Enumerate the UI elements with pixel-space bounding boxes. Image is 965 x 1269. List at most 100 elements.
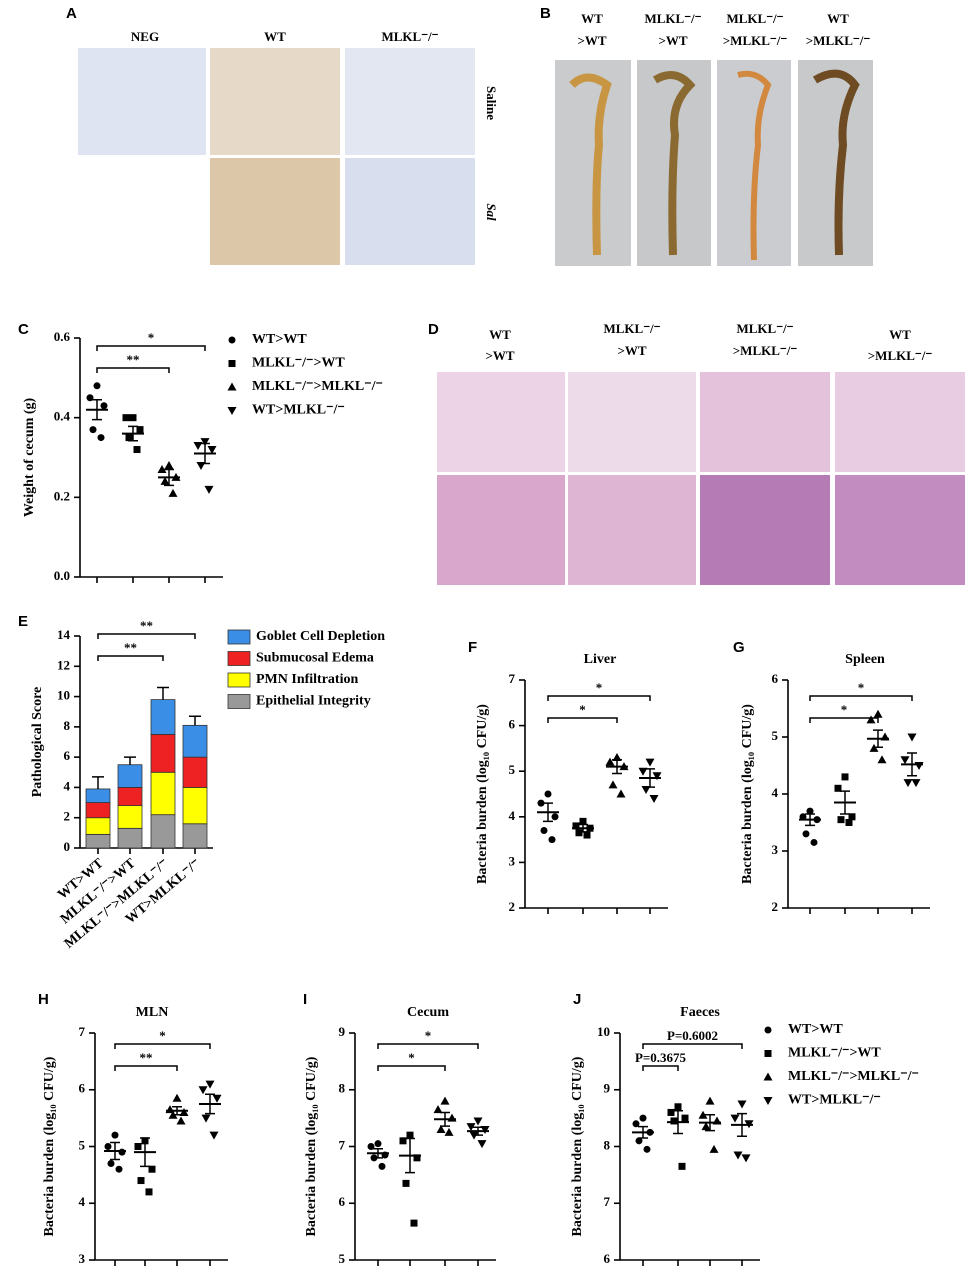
significance-bracket	[642, 1043, 743, 1049]
bar-segment	[182, 724, 208, 758]
y-tick-label: 5	[79, 1137, 86, 1152]
column-label: >WT	[485, 348, 514, 363]
data-point	[837, 816, 845, 824]
error-bar	[200, 442, 210, 465]
significance-label: *	[425, 1028, 432, 1043]
legend-label: MLKL⁻/⁻>MLKL⁻/⁻	[788, 1069, 919, 1084]
data-point	[674, 1103, 682, 1111]
error-bar	[473, 1126, 483, 1136]
y-tick-label: 10	[57, 688, 70, 703]
data-point	[207, 446, 217, 455]
row-label: Saline	[484, 86, 499, 120]
data-point	[410, 1219, 418, 1227]
micrograph	[345, 158, 475, 265]
legend-marker	[227, 407, 237, 415]
data-point	[649, 795, 659, 804]
column-label: MLKL⁻/⁻	[736, 321, 793, 336]
legend-label: WT>MLKL⁻/⁻	[252, 403, 345, 418]
column-label: >WT	[577, 33, 606, 48]
legend-label: PMN Infiltration	[256, 672, 358, 687]
column-label: >MLKL⁻/⁻	[733, 343, 798, 358]
panel-letter: E	[18, 613, 28, 630]
data-point	[616, 789, 626, 798]
legend-label: MLKL⁻/⁻>WT	[788, 1046, 881, 1061]
data-point	[608, 780, 618, 789]
significance-label: P=0.6002	[667, 1028, 718, 1043]
data-point	[399, 1137, 407, 1145]
data-point	[137, 1177, 145, 1185]
column-label: MLKL⁻/⁻	[381, 29, 438, 44]
chart-title: MLN	[136, 1005, 169, 1020]
error-bar	[405, 1137, 415, 1174]
error-bar	[205, 1093, 215, 1115]
micrograph	[78, 48, 206, 155]
column-label: >MLKL⁻/⁻	[868, 348, 933, 363]
data-point	[104, 1143, 112, 1150]
error-bar	[638, 1125, 648, 1139]
significance-label: *	[579, 702, 586, 717]
bar-segment	[117, 764, 143, 788]
data-point	[907, 733, 917, 742]
data-point	[635, 1137, 643, 1145]
y-tick-label: 2	[509, 899, 516, 914]
panel-letter: F	[468, 639, 477, 656]
y-tick-label: 9	[339, 1024, 346, 1039]
bar-segment	[182, 756, 208, 788]
data-point	[548, 836, 556, 844]
column-label: >WT	[658, 33, 687, 48]
data-point	[444, 1127, 454, 1136]
error-bar	[440, 1111, 450, 1127]
y-axis-label: Bacteria burden (log₁₀ CFU/g)	[570, 1056, 585, 1236]
y-tick-label: 6	[604, 1251, 611, 1266]
y-tick-label: 9	[604, 1081, 611, 1096]
y-tick-label: 7	[509, 671, 516, 686]
significance-bracket	[97, 633, 196, 639]
column-label: >MLKL⁻/⁻	[723, 33, 788, 48]
data-point	[477, 1140, 487, 1149]
column-label: WT	[264, 29, 286, 44]
data-point	[551, 813, 559, 821]
error-bar	[737, 1112, 747, 1138]
y-tick-label: 8	[64, 718, 71, 733]
data-point	[205, 1080, 215, 1089]
y-tick-label: 6	[772, 671, 779, 686]
column-label: >MLKL⁻/⁻	[806, 33, 871, 48]
data-point	[125, 434, 133, 442]
data-point	[806, 807, 814, 815]
error-bar	[140, 1137, 150, 1168]
legend-label: WT>MLKL⁻/⁻	[788, 1093, 881, 1108]
y-tick-label: 8	[339, 1081, 346, 1096]
column-label: MLKL⁻/⁻	[603, 321, 660, 336]
data-point	[413, 1154, 421, 1162]
y-tick-label: 0.2	[54, 488, 70, 503]
y-tick-label: 3	[79, 1251, 86, 1266]
data-point	[440, 1096, 450, 1105]
data-point	[643, 1145, 651, 1153]
column-label: NEG	[131, 29, 159, 44]
significance-label: P=0.3675	[635, 1050, 687, 1065]
data-point	[447, 1113, 457, 1122]
y-tick-label: 3	[509, 853, 516, 868]
data-point	[540, 826, 548, 834]
bar-segment	[150, 814, 176, 849]
data-point	[698, 1110, 708, 1119]
column-label: WT	[581, 11, 603, 26]
micrograph	[210, 48, 340, 155]
data-point	[136, 426, 144, 434]
error-bar	[673, 1110, 683, 1135]
error-bar	[805, 813, 815, 827]
data-point	[172, 1093, 182, 1102]
bar-segment	[150, 699, 176, 735]
y-tick-label: 0.0	[54, 568, 70, 583]
y-tick-label: 3	[772, 842, 779, 857]
y-tick-label: 12	[57, 657, 70, 672]
data-point	[900, 756, 910, 765]
data-point	[652, 772, 662, 781]
significance-label: *	[159, 1028, 166, 1043]
bar-segment	[117, 787, 143, 807]
y-tick-label: 4	[509, 808, 516, 823]
data-point	[97, 434, 105, 442]
significance-bracket	[547, 695, 651, 701]
data-point	[378, 1162, 386, 1170]
